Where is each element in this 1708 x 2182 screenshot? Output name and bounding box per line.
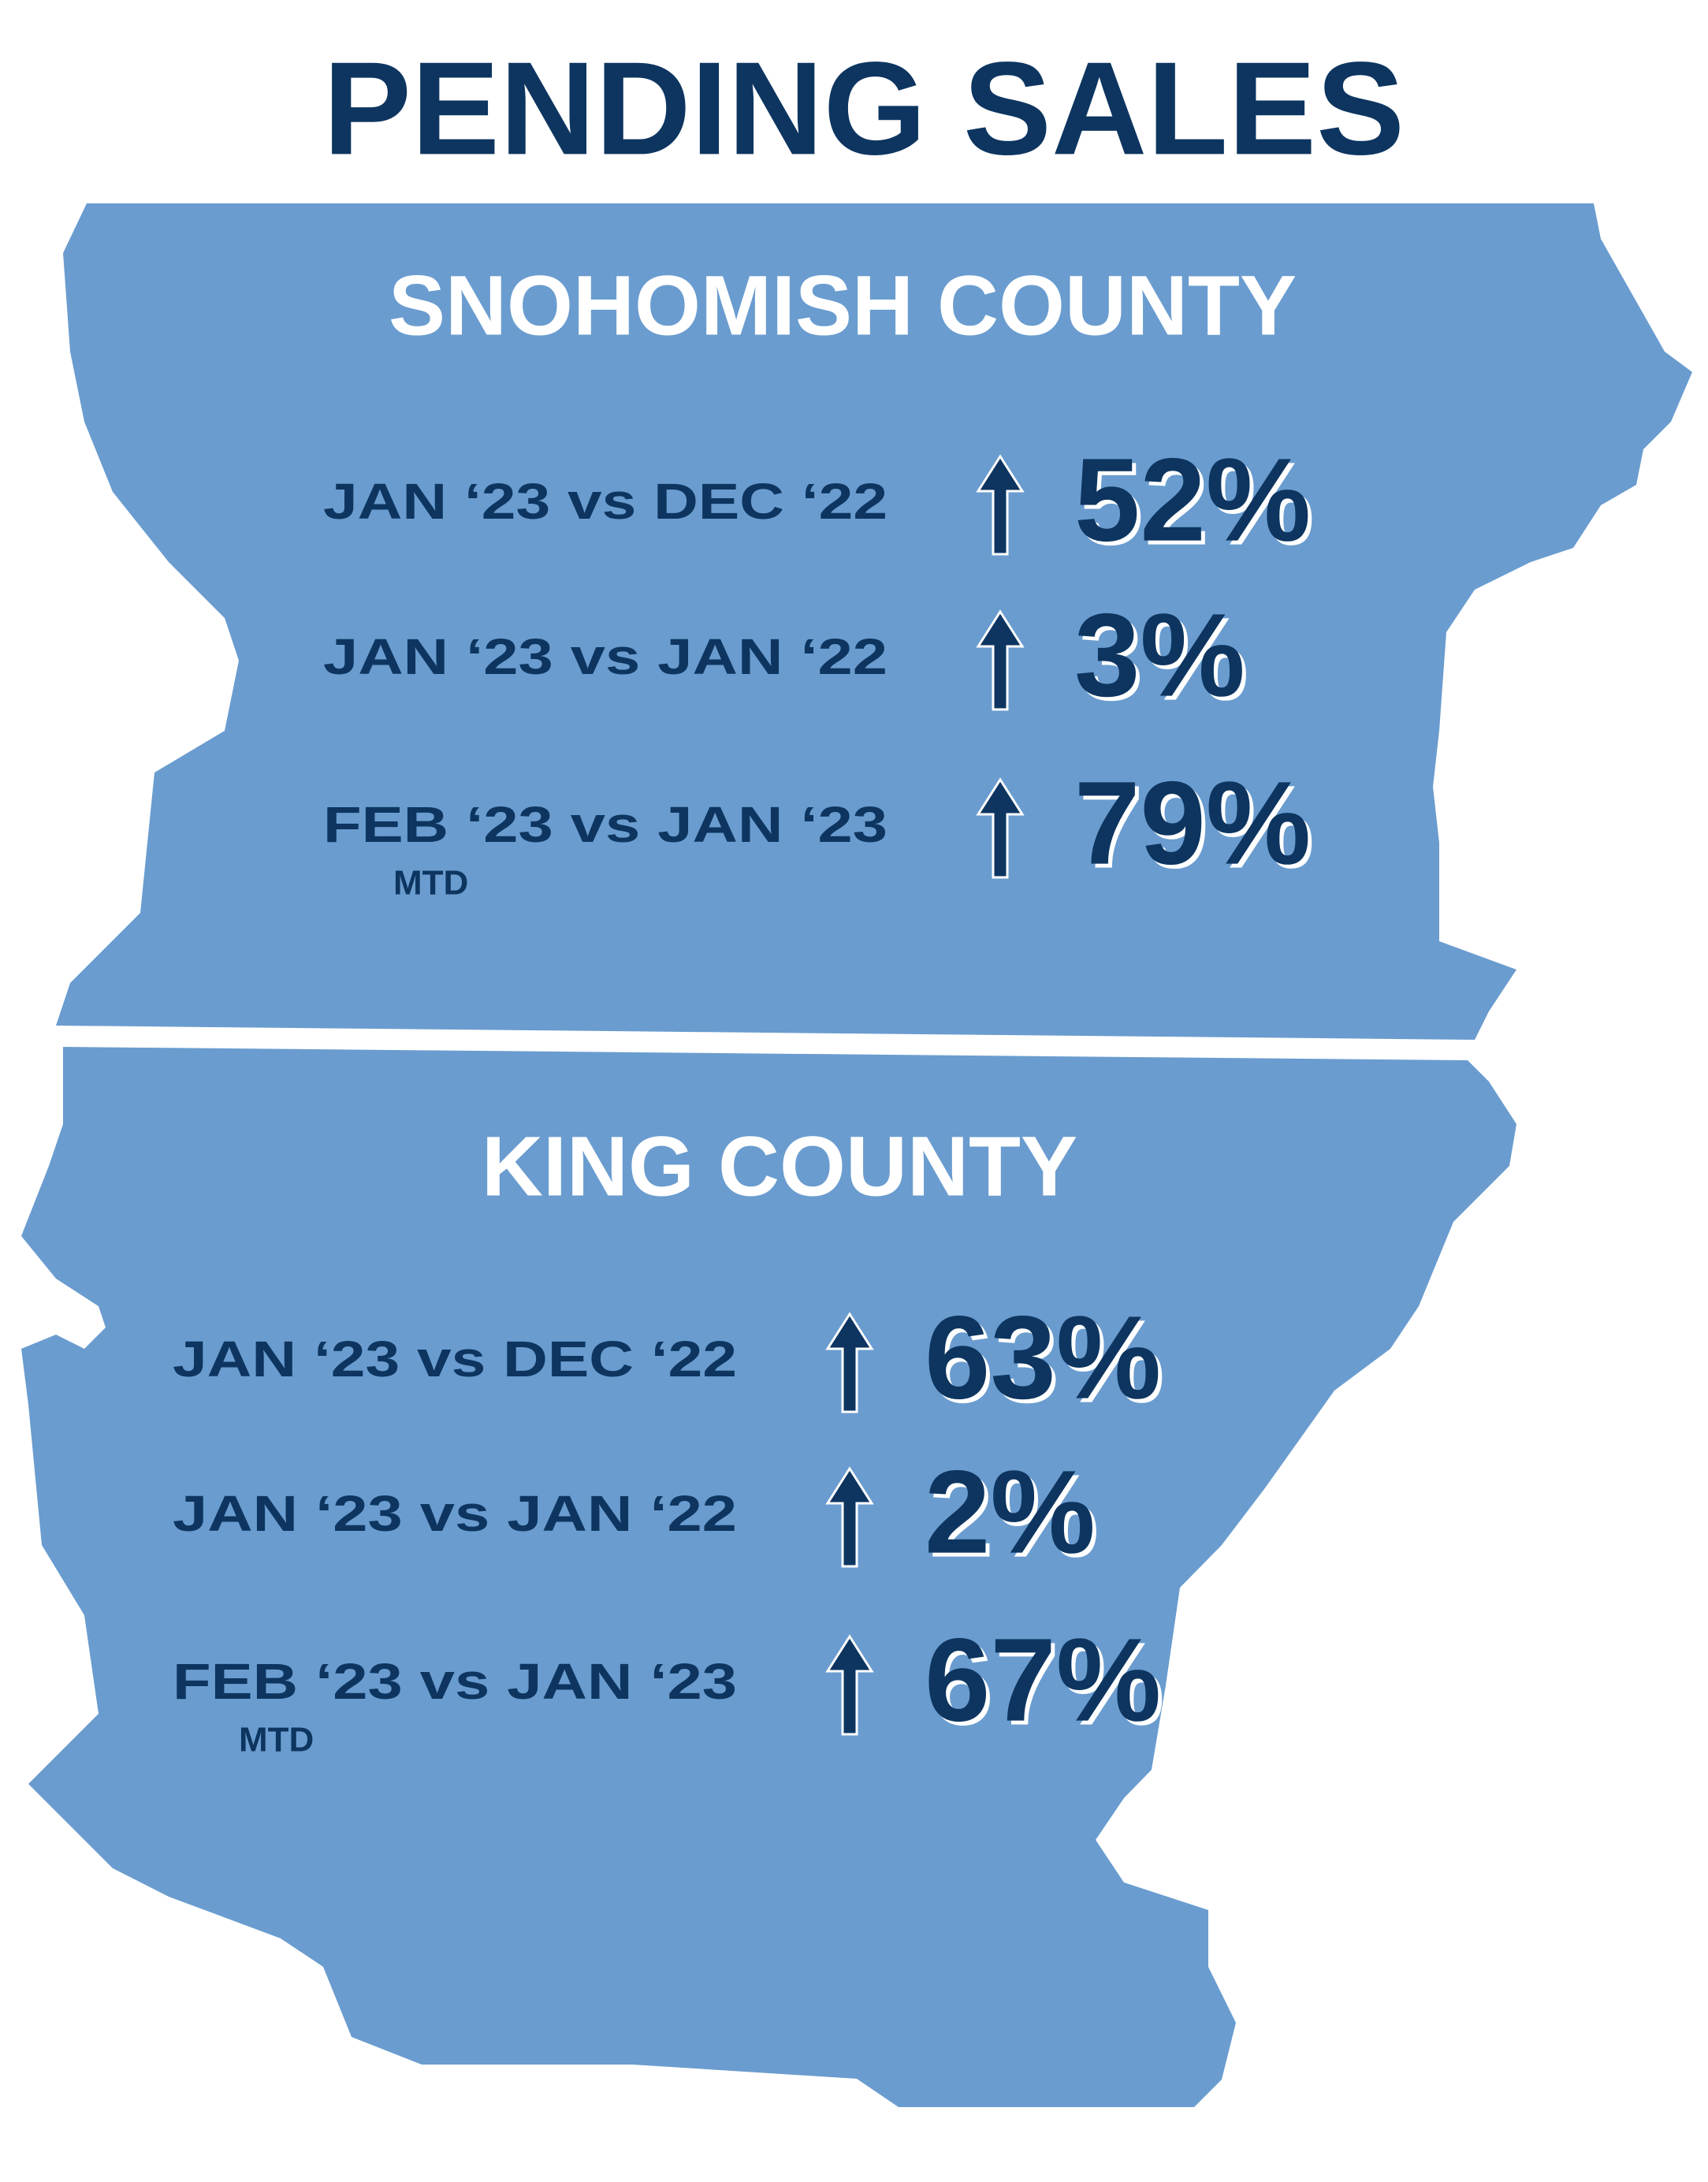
value-shadow: 63%: [928, 1295, 1165, 1428]
row-label: FEB ‘23 vs JAN ‘23: [173, 1653, 737, 1710]
snohomish-map: [56, 203, 1692, 1040]
value-shadow: 3%: [1078, 593, 1249, 725]
row-label: JAN ‘23 vs DEC ‘22: [173, 1331, 737, 1387]
row-label: FEB ‘23 vs JAN ‘23: [323, 796, 887, 853]
value-shadow: 79%: [1078, 761, 1315, 893]
up-arrow: [825, 1634, 874, 1736]
value-shadow: 52%: [1078, 438, 1315, 570]
row-value: 52%: [1074, 434, 1311, 566]
row-label: JAN ‘23 vs JAN ‘22: [323, 628, 887, 685]
row-value: 2%: [925, 1446, 1096, 1578]
row-value: 3%: [1074, 589, 1245, 721]
value-shadow: 2%: [928, 1450, 1100, 1582]
up-arrow: [976, 454, 1025, 556]
row-value: 79%: [1074, 757, 1311, 889]
county-heading: SNOHOMISH COUNTY: [389, 258, 1297, 353]
row-note: MTD: [393, 864, 468, 903]
row-note: MTD: [239, 1721, 314, 1759]
row-value: 67%: [925, 1614, 1161, 1746]
row-label: JAN ‘23 vs DEC ‘22: [323, 473, 887, 530]
up-arrow: [976, 777, 1025, 879]
row-value: 63%: [925, 1291, 1161, 1424]
county-heading: KING COUNTY: [482, 1119, 1077, 1214]
up-arrow: [825, 1312, 874, 1413]
content: SNOHOMISH COUNTY JAN ‘23 vs DEC ‘22 52%52%…: [173, 258, 1315, 1759]
up-arrow: [825, 1466, 874, 1568]
up-arrow: [976, 609, 1025, 711]
title: PENDING SALES: [323, 34, 1405, 182]
row-label: JAN ‘23 vs JAN ‘22: [173, 1485, 737, 1542]
king-map: [21, 1047, 1516, 2107]
value-shadow: 67%: [928, 1618, 1165, 1750]
